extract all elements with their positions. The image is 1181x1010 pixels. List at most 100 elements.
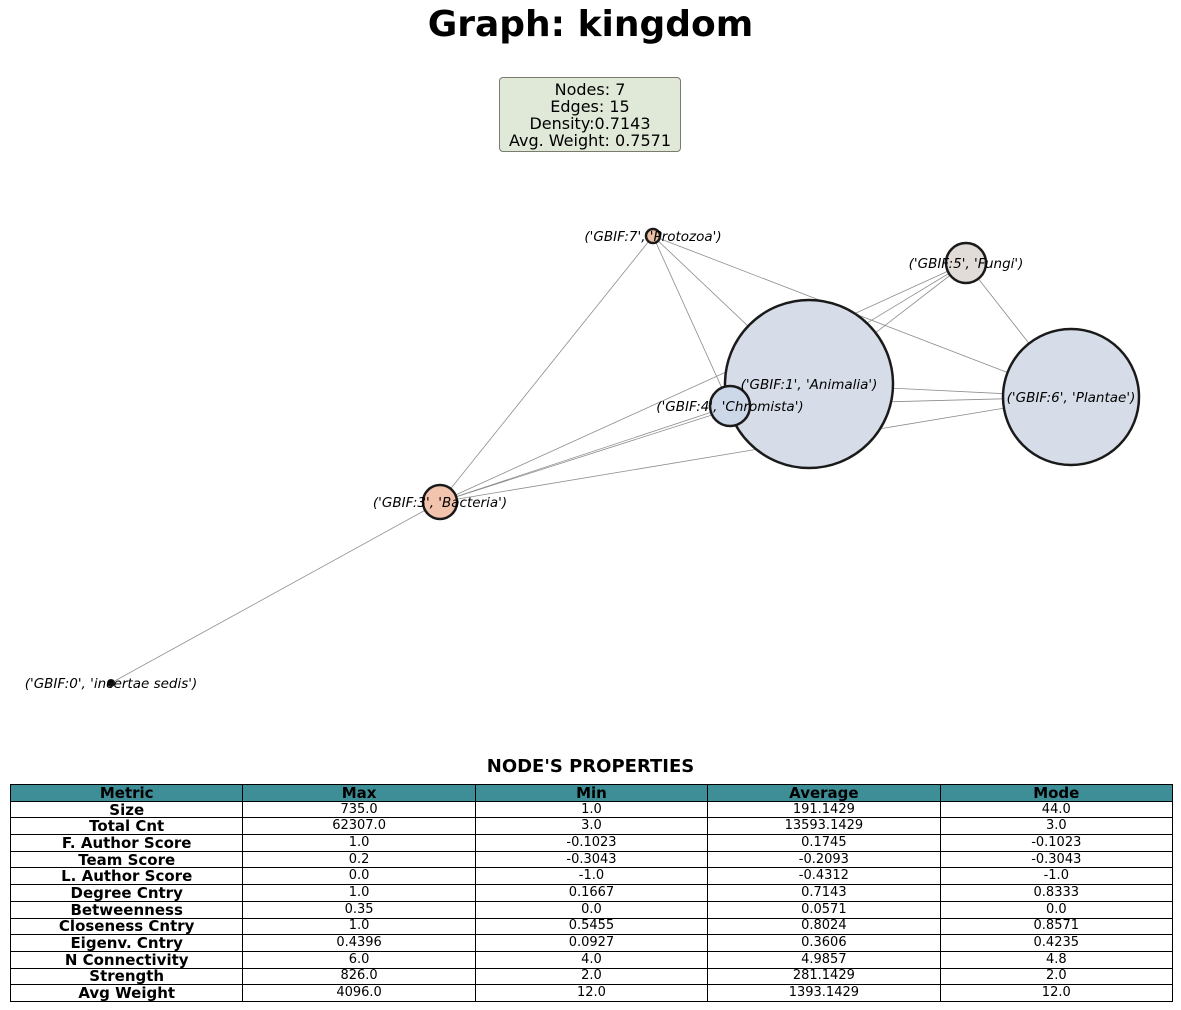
- metric-cell: Team Score: [9, 850, 244, 869]
- stat-nodes: Nodes: 7: [554, 80, 626, 99]
- node-label-plantae: ('GBIF:6', 'Plantae'): [1007, 390, 1136, 406]
- table-row: N Connectivity 6.0 4.0 4.9857 4.8: [9, 950, 1174, 969]
- metric-cell: Strength: [9, 967, 244, 986]
- metric-cell: Closeness Cntry: [9, 917, 244, 936]
- max-cell: 0.0: [242, 867, 476, 886]
- average-cell: 0.1745: [707, 834, 941, 852]
- mode-cell: 3.0: [939, 817, 1174, 836]
- table-row: Total Cnt 62307.0 3.0 13593.1429 3.0: [9, 817, 1174, 836]
- average-cell: 281.1429: [707, 967, 941, 986]
- min-cell: 12.0: [474, 984, 709, 1002]
- metric-cell: Degree Cntry: [9, 884, 244, 902]
- table-row: F. Author Score 1.0 -0.1023 0.1745 -0.1023: [9, 834, 1174, 852]
- table-row: Degree Cntry 1.0 0.1667 0.7143 0.8333: [9, 884, 1174, 902]
- average-cell: -0.2093: [707, 850, 941, 869]
- edge-fungi-bacteria: [439, 262, 967, 503]
- table-row: Eigenv. Cntry 0.4396 0.0927 0.3606 0.4235: [9, 934, 1174, 952]
- max-cell: 1.0: [242, 834, 476, 852]
- average-cell: 13593.1429: [707, 817, 941, 836]
- average-cell: 0.7143: [707, 884, 941, 902]
- metric-cell: Size: [9, 800, 244, 819]
- mode-cell: 0.8571: [939, 917, 1174, 936]
- edge-protozoa-bacteria: [439, 235, 654, 503]
- average-cell: 191.1429: [707, 800, 941, 819]
- node-incertae: [107, 679, 115, 687]
- min-cell: 0.1667: [474, 884, 709, 902]
- edges-layer: [110, 235, 1072, 684]
- node-plantae: [1001, 327, 1141, 467]
- stat-edges: Edges: 15: [550, 97, 630, 116]
- min-cell: -0.1023: [474, 834, 709, 852]
- average-cell: 0.0571: [707, 900, 941, 919]
- average-cell: 0.8024: [707, 917, 941, 936]
- header-mode: Mode: [939, 784, 1174, 802]
- table-header-row: Metric Max Min Average Mode: [9, 784, 1174, 802]
- stat-density: Density:0.7143: [529, 114, 651, 133]
- node-label-incertae: ('GBIF:0', 'incertae sedis'): [25, 676, 198, 692]
- node-animalia: [723, 298, 895, 470]
- max-cell: 4096.0: [242, 984, 476, 1002]
- min-cell: 4.0: [474, 950, 709, 969]
- max-cell: 0.2: [242, 850, 476, 869]
- node-label-fungi: ('GBIF:5', 'Fungi'): [909, 256, 1024, 272]
- metric-cell: Avg Weight: [9, 984, 244, 1002]
- node-chromista: [708, 384, 752, 428]
- min-cell: 1.0: [474, 800, 709, 819]
- mode-cell: 0.8333: [939, 884, 1174, 902]
- graph-title: Graph: kingdom: [427, 4, 754, 45]
- table-row: Team Score 0.2 -0.3043 -0.2093 -0.3043: [9, 850, 1174, 869]
- mode-cell: 4.8: [939, 950, 1174, 969]
- min-cell: 2.0: [474, 967, 709, 986]
- node-label-bacteria: ('GBIF:3', 'Bacteria'): [373, 495, 507, 511]
- max-cell: 1.0: [242, 917, 476, 936]
- min-cell: -0.3043: [474, 850, 709, 869]
- table-row: Size 735.0 1.0 191.1429 44.0: [9, 800, 1174, 819]
- metric-cell: L. Author Score: [9, 867, 244, 886]
- max-cell: 1.0: [242, 884, 476, 902]
- table-row: Strength 826.0 2.0 281.1429 2.0: [9, 967, 1174, 986]
- max-cell: 0.4396: [242, 934, 476, 952]
- average-cell: -0.4312: [707, 867, 941, 886]
- min-cell: 0.5455: [474, 917, 709, 936]
- node-label-protozoa: ('GBIF:7', 'Protozoa'): [584, 229, 721, 245]
- min-cell: -1.0: [474, 867, 709, 886]
- node-bacteria: [421, 483, 459, 521]
- min-cell: 3.0: [474, 817, 709, 836]
- mode-cell: 2.0: [939, 967, 1174, 986]
- max-cell: 62307.0: [242, 817, 476, 836]
- metric-cell: Eigenv. Cntry: [9, 934, 244, 952]
- metric-cell: N Connectivity: [9, 950, 244, 969]
- mode-cell: 0.4235: [939, 934, 1174, 952]
- table-row: Avg Weight 4096.0 12.0 1393.1429 12.0: [9, 984, 1174, 1002]
- mode-cell: 12.0: [939, 984, 1174, 1002]
- max-cell: 735.0: [242, 800, 476, 819]
- stat-avg-weight: Avg. Weight: 0.7571: [508, 131, 671, 150]
- graph-stats-box: Nodes: 7 Edges: 15 Density:0.7143 Avg. W…: [499, 77, 681, 152]
- metric-cell: F. Author Score: [9, 834, 244, 852]
- header-max: Max: [242, 784, 476, 802]
- table-body: Size 735.0 1.0 191.1429 44.0 Total Cnt 62307.0…: [9, 800, 1174, 1002]
- min-cell: 0.0: [474, 900, 709, 919]
- nodes-layer: [107, 227, 1141, 687]
- mode-cell: -1.0: [939, 867, 1174, 886]
- node-properties-table: Metric Max Min Average Mode Size 735.0 1.0…: [9, 784, 1174, 1002]
- mode-cell: 44.0: [939, 800, 1174, 819]
- table-title: NODE'S PROPERTIES: [486, 756, 695, 777]
- max-cell: 826.0: [242, 967, 476, 986]
- node-label-chromista: ('GBIF:4', 'Chromista'): [656, 399, 803, 415]
- mode-cell: -0.1023: [939, 834, 1174, 852]
- max-cell: 6.0: [242, 950, 476, 969]
- node-fungi: [944, 241, 988, 285]
- header-metric: Metric: [9, 784, 244, 802]
- network-graph: ('GBIF:1', 'Animalia') ('GBIF:6', 'Planta…: [25, 227, 1141, 692]
- mode-cell: 0.0: [939, 900, 1174, 919]
- node-label-animalia: ('GBIF:1', 'Animalia'): [741, 377, 878, 393]
- average-cell: 1393.1429: [707, 984, 941, 1002]
- header-min: Min: [474, 784, 709, 802]
- metric-cell: Total Cnt: [9, 817, 244, 836]
- average-cell: 4.9857: [707, 950, 941, 969]
- edge-protozoa-chromista: [652, 235, 731, 407]
- metric-cell: Betweenness: [9, 900, 244, 919]
- labels-layer: ('GBIF:1', 'Animalia') ('GBIF:6', 'Planta…: [25, 229, 1136, 692]
- edge-bacteria-incertae: [110, 501, 441, 684]
